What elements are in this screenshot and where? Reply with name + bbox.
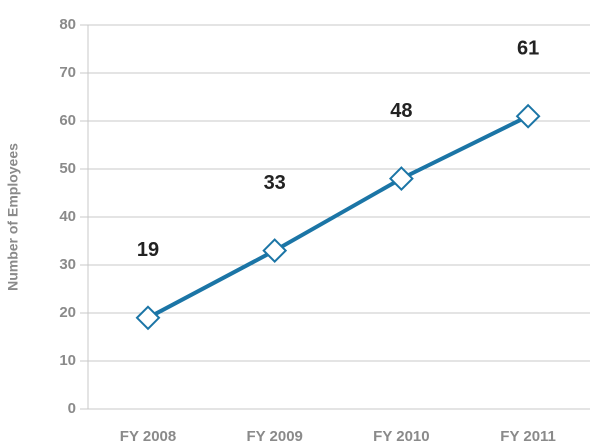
- y-tick-label: 40: [59, 208, 76, 225]
- y-tick-label: 20: [59, 304, 76, 321]
- y-tick-label: 60: [59, 112, 76, 129]
- marker: [515, 103, 541, 129]
- y-tick-label: 70: [59, 64, 76, 81]
- x-tick-label: FY 2009: [246, 428, 302, 445]
- data-label: 48: [390, 100, 412, 122]
- x-tick-label: FY 2008: [120, 428, 176, 445]
- y-tick-label: 50: [59, 160, 76, 177]
- y-tick-label: 10: [59, 352, 76, 369]
- data-label: 33: [264, 172, 286, 194]
- y-tick-label: 0: [68, 400, 76, 417]
- marker: [388, 166, 414, 192]
- y-tick-label: 30: [59, 256, 76, 273]
- line: [147, 114, 529, 320]
- data-label: 61: [517, 37, 539, 59]
- y-axis-label: Number of Employees: [5, 143, 21, 291]
- data-label: 19: [137, 239, 159, 261]
- x-tick-label: FY 2011: [500, 428, 556, 445]
- x-tick-label: FY 2010: [373, 428, 429, 445]
- y-tick-label: 80: [59, 16, 76, 33]
- marker: [135, 305, 161, 331]
- marker: [262, 238, 288, 264]
